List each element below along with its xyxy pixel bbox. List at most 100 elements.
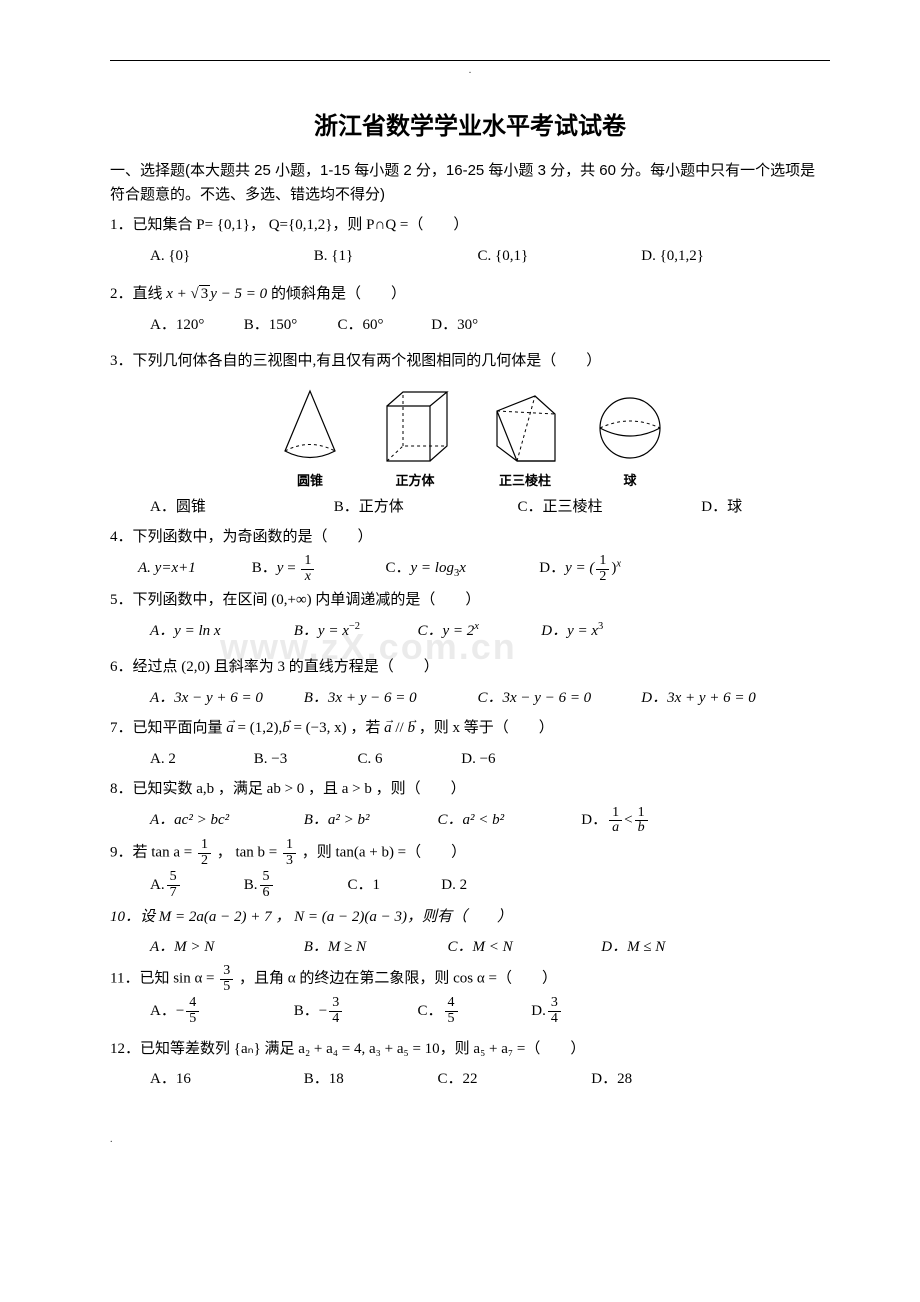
q9-Bd: 6 <box>260 886 273 901</box>
q7-A: A. 2 <box>150 745 250 774</box>
q7-opts: A. 2 B. −3 C. 6 D. −6 <box>110 745 830 774</box>
q9-n2: 1 <box>283 838 296 854</box>
q11-Bpre: B．− <box>294 997 327 1026</box>
q6-A: A．3x − y + 6 = 0 <box>150 684 300 713</box>
q8-D: D．1a < 1b <box>581 806 649 836</box>
q5-opts: A．y = ln x B．y = x−2 C．y = 2x D．y = x3 <box>110 617 830 646</box>
q2-A: A．120° <box>150 311 240 340</box>
q3-B: B．正方体 <box>334 493 514 522</box>
sphere-icon <box>595 386 665 466</box>
q4-A: A. y=x+1 <box>138 554 248 583</box>
q5-B: B．y = x−2 <box>294 617 414 646</box>
q11-pre: 11．已知 sin α = <box>110 970 218 986</box>
q2-post: 的倾斜角是（ ） <box>271 286 406 302</box>
fig-cone: 圆锥 <box>275 386 345 489</box>
q9-n1: 1 <box>198 838 211 854</box>
q1-text: 1．已知集合 P= {0,1}， Q={0,1,2}，则 P∩Q =（ ） <box>110 217 468 233</box>
q6-B: B．3x + y − 6 = 0 <box>304 684 474 713</box>
q10-stem: 10．设 M = 2a(a − 2) + 7 ， N = (a − 2)(a −… <box>110 903 830 932</box>
q4-Dsup: x <box>616 558 621 569</box>
q4-Cpre: C． <box>386 554 411 583</box>
q3-A: A．圆锥 <box>150 493 330 522</box>
q2-eqtail: y − 5 = 0 <box>210 286 267 302</box>
q4-Dden: 2 <box>596 570 609 585</box>
q7-D: D. −6 <box>461 745 495 774</box>
q8-stem: 8．已知实数 a,b ，满足 ab > 0 ，且 a > b ，则（ ） <box>110 775 830 804</box>
q9-pre: 9．若 tan a = <box>110 845 196 861</box>
q2-pre: 2．直线 <box>110 286 166 302</box>
q6-C: C．3x − y − 6 = 0 <box>478 684 638 713</box>
sqrt-icon: √3 <box>191 280 211 309</box>
q2-opts: A．120° B．150° C．60° D．30° <box>110 311 830 340</box>
q8-Dd1: a <box>609 821 622 836</box>
q5-Csup: x <box>474 621 479 632</box>
fig-prism-label: 正三棱柱 <box>485 470 565 489</box>
q7-aval: = (1,2), <box>234 720 282 736</box>
q4-Ctail: x <box>459 554 466 583</box>
fig-prism: 正三棱柱 <box>485 386 565 489</box>
q11-tail: ，且角 α 的终边在第二象限，则 cos α =（ ） <box>235 970 557 986</box>
q11-C: C．45 <box>418 996 528 1026</box>
q9-Ad: 7 <box>167 886 180 901</box>
fig-sphere: 球 <box>595 386 665 489</box>
q10-A: A．M > N <box>150 933 300 962</box>
q12-D: D．28 <box>591 1065 632 1094</box>
q11-Ad: 5 <box>186 1012 199 1027</box>
q8-C: C．a² < b² <box>438 806 578 835</box>
q9-Bn: 5 <box>260 870 273 886</box>
q7-bval: = (−3, x) ，若 <box>290 720 384 736</box>
q2-rad: 3 <box>199 285 211 302</box>
q4-opts: A. y=x+1 B．y = 1x C．y = log3 x D．y = (12… <box>110 554 830 584</box>
q4-Bpre: B． <box>252 554 277 583</box>
q2-D: D．30° <box>431 311 478 340</box>
q1-D: D. {0,1,2} <box>641 242 704 271</box>
q9-D: D. 2 <box>441 871 467 900</box>
q11-Dn: 3 <box>548 996 561 1012</box>
q4-C: C．y = log3 x <box>386 554 536 583</box>
q4-stem: 4．下列函数中，为奇函数的是（ ） <box>110 523 830 552</box>
q8-Dmid: < <box>624 806 632 835</box>
q2-stem: 2．直线 x + √3y − 5 = 0 的倾斜角是（ ） <box>110 280 830 309</box>
q5-Ct: C．y = 2 <box>418 617 475 646</box>
q5-D: D．y = x3 <box>541 617 603 646</box>
fig-sphere-label: 球 <box>595 470 665 489</box>
q7-vecb2: b <box>407 720 415 736</box>
q9-An: 5 <box>167 870 180 886</box>
q11-An: 4 <box>186 996 199 1012</box>
q9-stem: 9．若 tan a = 12 ， tan b = 13 ，则 tan(a + b… <box>110 838 830 868</box>
q11-D: D. 34 <box>531 996 563 1026</box>
top-dot: . <box>110 65 830 76</box>
q7-vecb: b <box>282 720 290 736</box>
q12-C: C．22 <box>438 1065 588 1094</box>
q9-tail: ，则 tan(a + b) =（ ） <box>298 845 466 861</box>
q1-opts: A. {0} B. {1} C. {0,1} D. {0,1,2} <box>110 242 830 271</box>
q8-opts: A．ac² > bc² B．a² > b² C．a² < b² D．1a < 1… <box>110 806 830 836</box>
q7-stem: 7．已知平面向量 a = (1,2),b = (−3, x) ，若 a // b… <box>110 714 830 743</box>
q6-stem: 6．经过点 (2,0) 且斜率为 3 的直线方程是（ ） <box>110 653 830 682</box>
q11-Cpre: C． <box>418 997 443 1026</box>
q8-Dn1: 1 <box>609 806 622 822</box>
q7-tail: ，则 x 等于（ ） <box>415 720 554 736</box>
q7-B: B. −3 <box>254 745 354 774</box>
q11-A: A．−45 <box>150 996 290 1026</box>
q8-A: A．ac² > bc² <box>150 806 300 835</box>
q9-mid: ， tan b = <box>213 845 281 861</box>
q11-Bn: 3 <box>329 996 342 1012</box>
q8-Dn2: 1 <box>635 806 648 822</box>
q10-B: B．M ≥ N <box>304 933 444 962</box>
q3-stem: 3．下列几何体各自的三视图中,有且仅有两个视图相同的几何体是（ ） <box>110 347 830 376</box>
q11-Apre: A．− <box>150 997 184 1026</box>
fig-cube: 正方体 <box>375 386 455 489</box>
q5-stem: 5．下列函数中，在区间 (0,+∞) 内单调递减的是（ ） <box>110 586 830 615</box>
q3-C: C．正三棱柱 <box>518 493 698 522</box>
q6-opts: A．3x − y + 6 = 0 B．3x + y − 6 = 0 C．3x −… <box>110 684 830 713</box>
q5-C: C．y = 2x <box>418 617 538 646</box>
q11-opts: A．−45 B．−34 C．45 D. 34 <box>110 996 830 1026</box>
q4-D: D．y = (12)x <box>539 554 621 584</box>
q11-B: B．−34 <box>294 996 414 1026</box>
q10-opts: A．M > N B．M ≥ N C．M < N D．M ≤ N <box>110 933 830 962</box>
q8-B: B．a² > b² <box>304 806 434 835</box>
q12-stem: 12．已知等差数列 {aₙ} 满足 a₂ + a₄ = 4, a₃ + a₅ =… <box>110 1035 830 1064</box>
q7-veca: a <box>226 720 234 736</box>
q1-A: A. {0} <box>150 242 310 271</box>
